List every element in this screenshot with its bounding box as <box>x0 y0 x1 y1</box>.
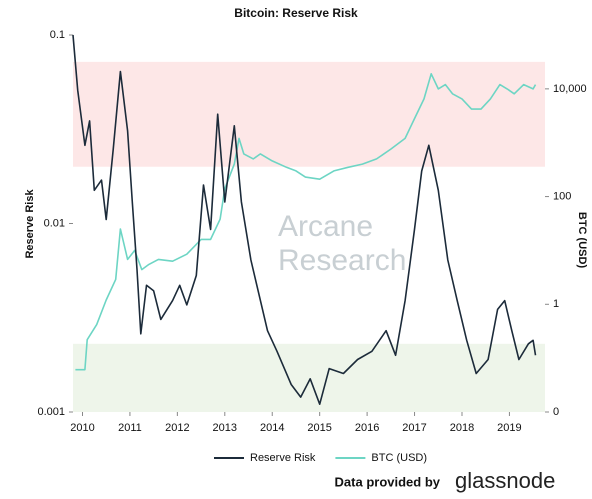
legend-label: Reserve Risk <box>250 452 316 464</box>
zone-band <box>73 343 545 412</box>
x-tick-label: 2010 <box>70 422 94 434</box>
watermark: Arcane <box>278 210 373 243</box>
y2-tick-label: 10,000 <box>553 83 587 95</box>
x-tick-label: 2015 <box>307 422 331 434</box>
x-tick-label: 2017 <box>402 422 426 434</box>
y2-tick-label: 100 <box>553 190 571 202</box>
y-tick-label: 0.01 <box>44 217 65 229</box>
chart-title: Bitcoin: Reserve Risk <box>234 6 358 20</box>
x-tick-label: 2013 <box>213 422 237 434</box>
y-tick-label: 0.1 <box>50 29 65 41</box>
watermark: Research <box>278 244 406 277</box>
legend-label: BTC (USD) <box>371 452 427 464</box>
y2-tick-label: 0 <box>553 406 559 418</box>
y2-tick-label: 1 <box>553 298 559 310</box>
y-axis-label: Reserve Risk <box>24 189 36 259</box>
x-tick-label: 2019 <box>497 422 521 434</box>
zone-band <box>73 61 545 167</box>
y2-axis-label: BTC (USD) <box>576 212 588 269</box>
x-tick-label: 2011 <box>118 422 142 434</box>
x-tick-label: 2018 <box>450 422 474 434</box>
credit-brand: glassnode <box>455 468 555 493</box>
x-tick-label: 2016 <box>355 422 379 434</box>
series-line <box>72 34 537 405</box>
credit: Data provided by <box>335 474 441 489</box>
y-tick-label: 0.001 <box>37 406 65 418</box>
x-tick-label: 2014 <box>260 422 284 434</box>
x-tick-label: 2012 <box>165 422 189 434</box>
